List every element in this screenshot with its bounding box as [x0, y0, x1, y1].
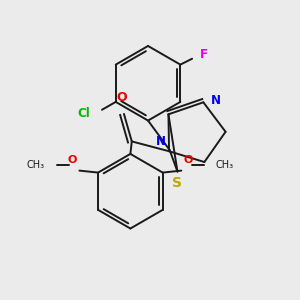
Text: N: N — [211, 94, 221, 107]
Text: CH₃: CH₃ — [27, 160, 45, 170]
Text: N: N — [156, 135, 166, 148]
Text: O: O — [184, 155, 193, 165]
Text: S: S — [172, 176, 182, 190]
Text: F: F — [200, 48, 208, 61]
Text: O: O — [68, 155, 77, 165]
Text: O: O — [117, 91, 127, 104]
Text: CH₃: CH₃ — [216, 160, 234, 170]
Text: Cl: Cl — [77, 107, 90, 120]
